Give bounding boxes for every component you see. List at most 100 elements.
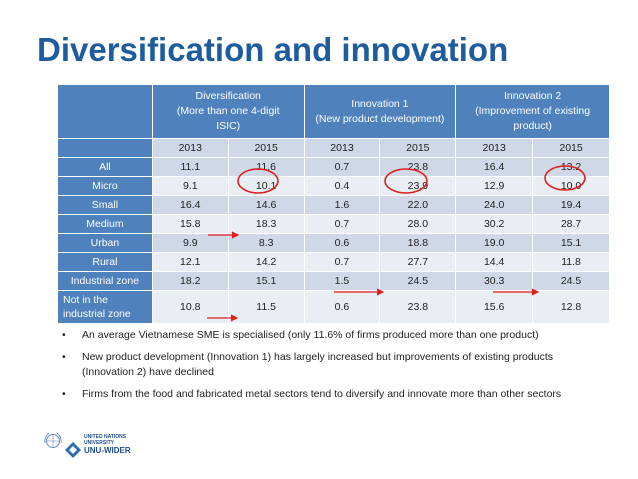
row-label: Urban <box>57 233 153 253</box>
table-cell: 11.1 <box>151 157 229 177</box>
year-header: 2015 <box>379 138 457 158</box>
table-cell: 14.2 <box>227 252 305 272</box>
row-label-line: Not in the <box>63 294 108 306</box>
table-cell: 28.7 <box>532 214 610 234</box>
table-cell: 22.0 <box>379 195 457 215</box>
bullet-item: • New product development (Innovation 1)… <box>62 350 622 380</box>
table-row: Medium 15.8 18.3 0.7 28.0 30.2 28.7 <box>57 214 610 234</box>
un-emblem-icon <box>44 432 62 448</box>
table-cell: 18.8 <box>379 233 457 253</box>
table-cell: 16.4 <box>151 195 229 215</box>
bullet-text: (Innovation 2) have declined <box>82 366 214 378</box>
group-header-innovation-1: Innovation 1 (New product development) <box>303 84 457 139</box>
table-cell: 23.9 <box>379 176 457 196</box>
table-cell: 0.7 <box>303 214 381 234</box>
table-cell: 14.4 <box>455 252 534 272</box>
row-label: Not in the industrial zone <box>57 290 153 324</box>
unu-wider-logo-icon <box>65 442 81 458</box>
data-table: Diversification (More than one 4-digit I… <box>57 84 610 324</box>
table-cell: 1.6 <box>303 195 381 215</box>
table-cell: 28.0 <box>379 214 457 234</box>
group-header-line: Innovation 2 <box>504 90 562 102</box>
group-header-line: Diversification <box>195 90 261 102</box>
table-row: Micro 9.1 10.1 0.4 23.9 12.9 10.0 <box>57 176 610 196</box>
table-cell: 9.1 <box>151 176 229 196</box>
table-cell: 14.6 <box>227 195 305 215</box>
table-cell: 10.1 <box>227 176 305 196</box>
table-cell: 9.9 <box>151 233 229 253</box>
bullet-marker: • <box>62 388 66 400</box>
table-cell: 16.4 <box>455 157 534 177</box>
table-row: Industrial zone 18.2 15.1 1.5 24.5 30.3 … <box>57 271 610 291</box>
table-cell: 24.5 <box>379 271 457 291</box>
group-header-line: ISIC) <box>216 120 241 132</box>
table-cell: 12.1 <box>151 252 229 272</box>
year-corner-cell <box>57 138 153 158</box>
bullet-item: • An average Vietnamese SME is specialis… <box>62 328 622 343</box>
table-cell: 0.6 <box>303 233 381 253</box>
group-header-row: Diversification (More than one 4-digit I… <box>57 84 610 139</box>
table-row: Rural 12.1 14.2 0.7 27.7 14.4 11.8 <box>57 252 610 272</box>
table-cell: 11.8 <box>532 252 610 272</box>
bullet-marker: • <box>62 329 66 341</box>
table-cell: 15.1 <box>532 233 610 253</box>
table-cell: 11.5 <box>227 290 305 324</box>
bullet-item: • Firms from the food and fabricated met… <box>62 387 622 402</box>
table-cell: 24.0 <box>455 195 534 215</box>
table-cell: 0.4 <box>303 176 381 196</box>
bullet-text: New product development (Innovation 1) h… <box>82 351 553 363</box>
corner-cell <box>57 84 153 139</box>
row-label: Medium <box>57 214 153 234</box>
year-header: 2013 <box>455 138 534 158</box>
table-cell: 1.5 <box>303 271 381 291</box>
table-cell: 19.0 <box>455 233 534 253</box>
table-row: All 11.1 11.6 0.7 23.8 16.4 13.2 <box>57 157 610 177</box>
group-header-diversification: Diversification (More than one 4-digit I… <box>151 84 305 139</box>
table-cell: 30.3 <box>455 271 534 291</box>
bullet-list: • An average Vietnamese SME is specialis… <box>62 328 622 409</box>
row-label: Micro <box>57 176 153 196</box>
group-header-line: (Improvement of existing <box>475 105 591 117</box>
group-header-line: Innovation 1 <box>351 97 409 110</box>
row-label: Small <box>57 195 153 215</box>
table-cell: 15.1 <box>227 271 305 291</box>
slide-title: Diversification and innovation <box>37 31 509 68</box>
table-cell: 23.8 <box>379 157 457 177</box>
year-header: 2013 <box>151 138 229 158</box>
bullet-marker: • <box>62 351 66 363</box>
table-row: Urban 9.9 8.3 0.6 18.8 19.0 15.1 <box>57 233 610 253</box>
logo-line: UNU-WIDER <box>84 446 131 455</box>
table-cell: 19.4 <box>532 195 610 215</box>
table-cell: 10.0 <box>532 176 610 196</box>
table-cell: 13.2 <box>532 157 610 177</box>
table-cell: 15.6 <box>455 290 534 324</box>
group-header-innovation-2: Innovation 2 (Improvement of existing pr… <box>455 84 610 139</box>
logo-text: UNITED NATIONS UNIVERSITY UNU-WIDER <box>84 434 131 455</box>
row-label: Industrial zone <box>57 271 153 291</box>
table-cell: 30.2 <box>455 214 534 234</box>
row-label: Rural <box>57 252 153 272</box>
table-cell: 23.8 <box>379 290 457 324</box>
group-header-line: product) <box>513 120 552 132</box>
table-cell: 18.3 <box>227 214 305 234</box>
table-row: Small 16.4 14.6 1.6 22.0 24.0 19.4 <box>57 195 610 215</box>
row-label: All <box>57 157 153 177</box>
group-header-line: (New product development) <box>315 112 445 125</box>
year-header-row: 2013 2015 2013 2015 2013 2015 <box>57 138 610 158</box>
table-cell: 24.5 <box>532 271 610 291</box>
year-header: 2015 <box>227 138 305 158</box>
table-cell: 10.8 <box>151 290 229 324</box>
year-header: 2015 <box>532 138 610 158</box>
table-cell: 18.2 <box>151 271 229 291</box>
table-cell: 15.8 <box>151 214 229 234</box>
table-row: Not in the industrial zone 10.8 11.5 0.6… <box>57 290 610 324</box>
table-cell: 0.7 <box>303 157 381 177</box>
table-cell: 0.6 <box>303 290 381 324</box>
table-cell: 8.3 <box>227 233 305 253</box>
year-header: 2013 <box>303 138 381 158</box>
logo-line: UNIVERSITY <box>84 440 115 446</box>
row-label-line: industrial zone <box>63 308 131 320</box>
table-cell: 27.7 <box>379 252 457 272</box>
logo-line: UNITED NATIONS <box>84 434 127 440</box>
bullet-text: Firms from the food and fabricated metal… <box>82 388 562 400</box>
